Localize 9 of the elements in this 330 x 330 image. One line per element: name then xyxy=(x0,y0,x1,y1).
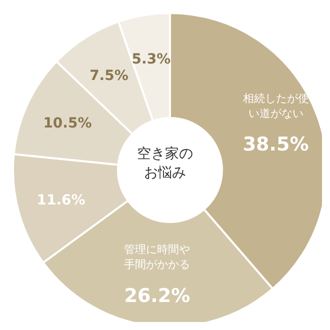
data-label: 26.2% xyxy=(124,285,190,308)
slice-label: 管理に時間や手間がかかる xyxy=(124,242,191,272)
data-label: 10.5% xyxy=(43,116,92,132)
data-label: 7.5% xyxy=(90,68,128,84)
slice-label: 相続したが使い道がない xyxy=(242,90,310,121)
data-label: 5.3% xyxy=(132,52,171,68)
data-label: 11.6% xyxy=(36,192,86,209)
data-label: 38.5% xyxy=(242,134,309,156)
text: 空き家のお悩み xyxy=(136,145,194,183)
